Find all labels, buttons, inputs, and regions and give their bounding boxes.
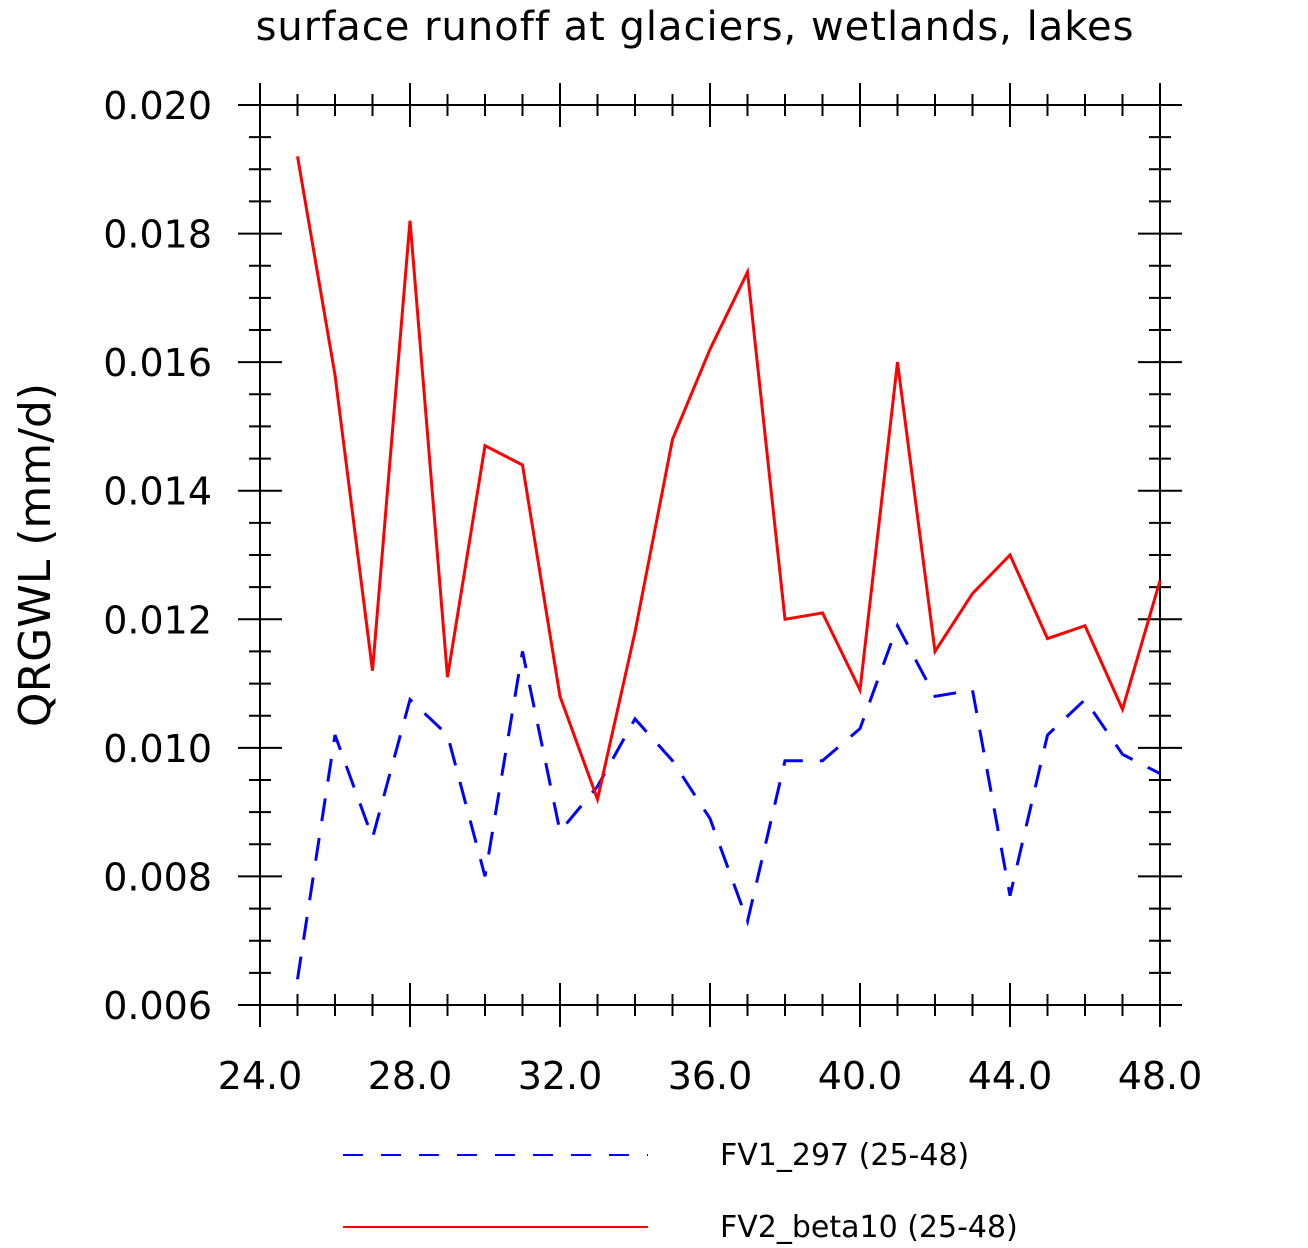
x-tick-label: 32.0	[518, 1054, 603, 1098]
plot-frame	[259, 104, 1161, 1006]
y-axis-label: QRGWL (mm/d)	[10, 383, 61, 727]
plot-area	[259, 104, 1161, 1006]
x-tick-label: 28.0	[368, 1054, 453, 1098]
y-tick-label: 0.014	[103, 470, 212, 514]
y-tick-label: 0.018	[103, 213, 212, 257]
y-tick-label: 0.006	[103, 984, 212, 1028]
x-tick-label: 40.0	[818, 1054, 903, 1098]
y-tick-label: 0.020	[103, 84, 212, 128]
legend-label-1: FV1_297 (25-48)	[720, 1138, 969, 1173]
x-tick-labels: 24.0 28.0 32.0 36.0 40.0 44.0 48.0	[218, 1054, 1203, 1098]
x-tick-label: 24.0	[218, 1054, 303, 1098]
x-tick-label: 48.0	[1118, 1054, 1203, 1098]
x-tick-label: 44.0	[968, 1054, 1053, 1098]
axis-ticks	[238, 83, 1182, 1027]
y-tick-labels: 0.006 0.008 0.010 0.012 0.014 0.016 0.018 0.020	[103, 84, 212, 1028]
series-line-1	[296, 622, 1161, 980]
y-tick-label: 0.012	[103, 598, 212, 642]
legend: FV1_297 (25-48) FV2_beta10 (25-48)	[343, 1138, 1018, 1245]
chart-title: surface runoff at glaciers, wetlands, la…	[256, 4, 1135, 50]
y-tick-label: 0.010	[103, 727, 212, 771]
series-line-2	[296, 156, 1162, 805]
series-lines	[296, 156, 1162, 980]
legend-label-2: FV2_beta10 (25-48)	[720, 1210, 1018, 1245]
x-tick-label: 36.0	[668, 1054, 753, 1098]
y-tick-label: 0.016	[103, 341, 212, 385]
y-tick-label: 0.008	[103, 855, 212, 899]
